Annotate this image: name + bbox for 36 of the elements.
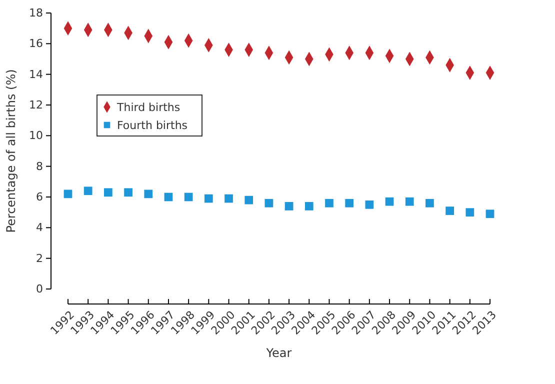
- point: [264, 198, 274, 208]
- point: [224, 194, 233, 203]
- x-axis-title: Year: [265, 346, 292, 360]
- y-tick-label: 16: [29, 37, 43, 50]
- y-tick-label: 12: [29, 98, 43, 112]
- point: [204, 194, 213, 203]
- point: [426, 198, 434, 208]
- point: [124, 188, 132, 197]
- point: [446, 206, 454, 215]
- y-tick-label: 6: [36, 190, 43, 204]
- point: [284, 202, 294, 210]
- y-tick-label: 10: [29, 129, 43, 142]
- point: [486, 210, 494, 218]
- point: [64, 190, 72, 198]
- legend-label: Fourth births: [117, 119, 188, 132]
- point: [184, 192, 193, 202]
- point: [325, 198, 334, 208]
- point: [405, 197, 414, 206]
- y-tick-label: 8: [36, 160, 43, 173]
- point: [365, 200, 374, 209]
- point: [104, 188, 112, 197]
- point: [466, 208, 474, 217]
- point: [385, 197, 394, 206]
- point: [164, 192, 173, 202]
- y-axis-title: Percentage of all births (%): [4, 69, 18, 233]
- y-tick-label: 0: [36, 282, 43, 296]
- y-tick-label: 14: [29, 68, 43, 81]
- point: [144, 190, 153, 198]
- y-tick-label: 18: [29, 6, 43, 20]
- y-tick-label: 2: [36, 252, 43, 265]
- point: [84, 186, 92, 196]
- y-tick-label: 4: [36, 221, 43, 234]
- point: [345, 198, 354, 208]
- legend-label: Third births: [116, 101, 180, 114]
- point: [304, 202, 314, 210]
- point: [244, 196, 254, 204]
